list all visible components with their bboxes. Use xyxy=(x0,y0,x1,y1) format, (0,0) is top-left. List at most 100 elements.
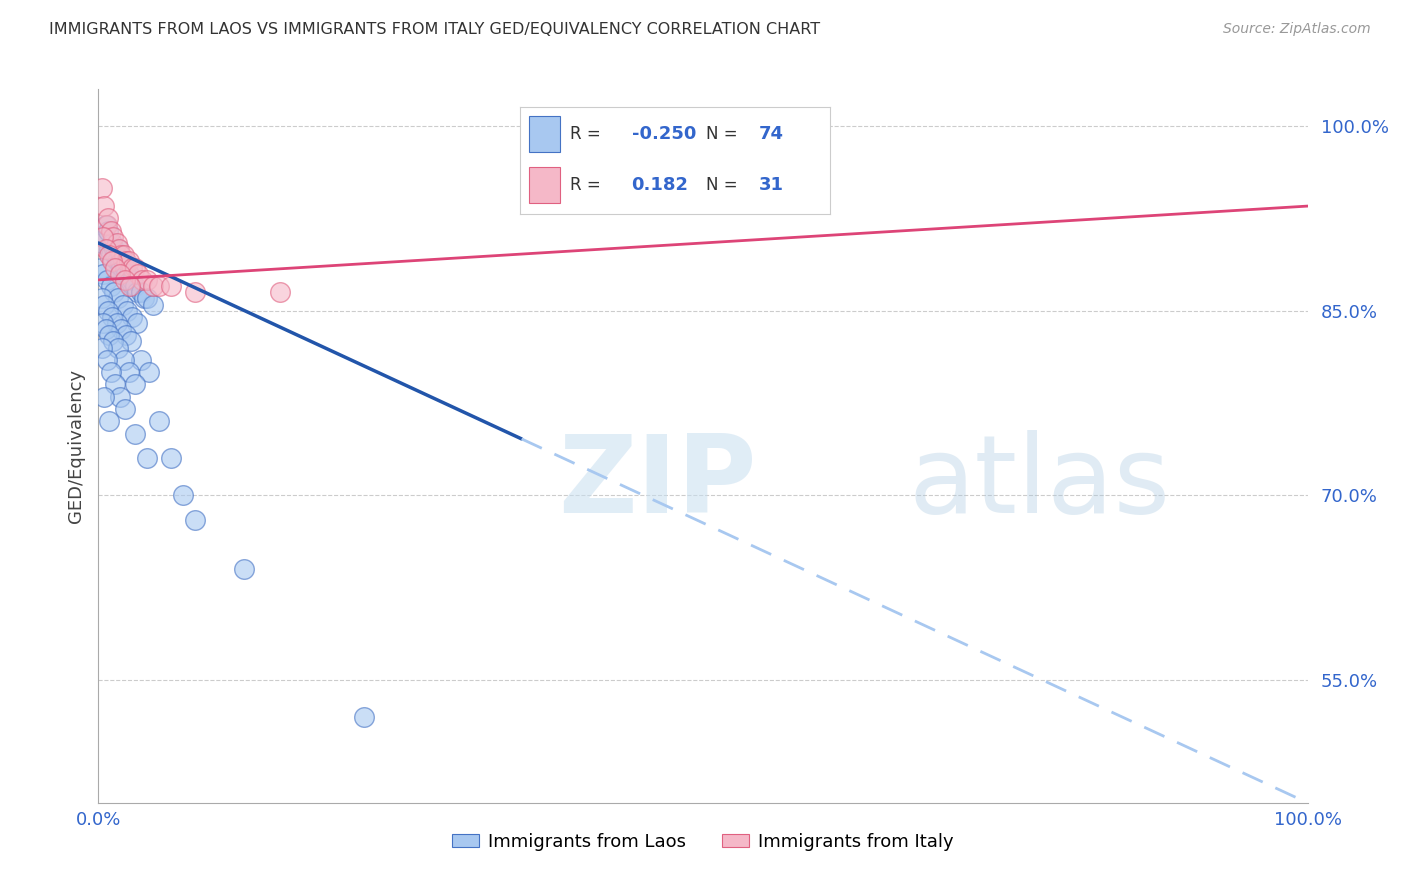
Point xyxy=(232,562,254,576)
Point xyxy=(91,291,114,305)
Point xyxy=(184,285,207,300)
Point xyxy=(96,352,118,367)
Point xyxy=(129,352,152,367)
Point xyxy=(160,279,183,293)
Point xyxy=(98,328,121,343)
Point xyxy=(117,303,139,318)
Point xyxy=(142,297,165,311)
Text: N =: N = xyxy=(706,125,742,143)
Point xyxy=(101,254,124,268)
Point xyxy=(108,242,131,256)
Point xyxy=(127,267,149,281)
Point xyxy=(107,242,129,256)
Point xyxy=(97,303,120,318)
Point xyxy=(172,488,194,502)
Point xyxy=(98,242,121,256)
Point xyxy=(101,230,124,244)
Point xyxy=(115,267,138,281)
Point xyxy=(135,291,157,305)
Point xyxy=(101,334,124,349)
Text: -0.250: -0.250 xyxy=(631,125,696,143)
Point xyxy=(138,365,160,379)
Point xyxy=(118,365,141,379)
Point xyxy=(91,341,114,355)
Point xyxy=(107,341,129,355)
Point xyxy=(114,402,136,417)
Legend: Immigrants from Laos, Immigrants from Italy: Immigrants from Laos, Immigrants from It… xyxy=(444,826,962,858)
Point xyxy=(108,267,131,281)
Point xyxy=(131,273,153,287)
Point xyxy=(100,365,122,379)
Point xyxy=(103,285,125,300)
Point xyxy=(110,260,132,275)
Point xyxy=(115,328,138,343)
Point xyxy=(107,291,129,305)
Text: 31: 31 xyxy=(758,177,783,194)
Point xyxy=(124,426,146,441)
Point xyxy=(115,254,138,268)
Point xyxy=(111,297,134,311)
Text: 0.182: 0.182 xyxy=(631,177,689,194)
Y-axis label: GED/Equivalency: GED/Equivalency xyxy=(66,369,84,523)
Point xyxy=(104,377,127,392)
Point xyxy=(121,310,143,324)
Point xyxy=(353,709,375,723)
Point xyxy=(104,248,127,262)
Point xyxy=(97,211,120,226)
Point xyxy=(571,119,593,133)
Point xyxy=(94,218,117,232)
Point xyxy=(121,273,143,287)
Point xyxy=(114,273,136,287)
Point xyxy=(124,279,146,293)
Point xyxy=(112,248,135,262)
Point xyxy=(100,224,122,238)
Point xyxy=(108,260,131,275)
Point xyxy=(184,513,207,527)
Point xyxy=(135,451,157,466)
Point xyxy=(110,322,132,336)
Point xyxy=(124,260,146,275)
Point xyxy=(100,235,122,250)
Point xyxy=(98,414,121,428)
Point xyxy=(91,267,114,281)
Point xyxy=(134,291,156,305)
Point xyxy=(91,180,114,194)
Point xyxy=(269,285,291,300)
Point xyxy=(118,267,141,281)
Point xyxy=(118,273,141,287)
Point xyxy=(120,279,142,293)
Point xyxy=(108,390,131,404)
Point xyxy=(91,230,114,244)
Point xyxy=(114,260,136,275)
Point xyxy=(94,322,117,336)
Point xyxy=(108,254,131,268)
Point xyxy=(142,279,165,293)
Point xyxy=(91,316,114,330)
Point xyxy=(129,285,152,300)
Point xyxy=(118,279,141,293)
Text: ZIP: ZIP xyxy=(558,430,756,536)
Point xyxy=(93,199,115,213)
Point xyxy=(96,218,118,232)
Text: atlas: atlas xyxy=(908,430,1171,536)
Point xyxy=(127,316,149,330)
Point xyxy=(112,352,135,367)
Point xyxy=(121,260,143,275)
Point xyxy=(100,254,122,268)
Point xyxy=(118,254,141,268)
Point xyxy=(104,260,127,275)
Bar xyxy=(530,167,561,203)
Point xyxy=(93,297,115,311)
Point xyxy=(160,451,183,466)
Point xyxy=(93,230,115,244)
Point xyxy=(105,254,128,268)
Text: R =: R = xyxy=(569,125,606,143)
Point xyxy=(110,248,132,262)
Point xyxy=(96,273,118,287)
Text: 74: 74 xyxy=(758,125,783,143)
Point xyxy=(117,273,139,287)
Point xyxy=(97,224,120,238)
Point xyxy=(105,316,128,330)
Text: Source: ZipAtlas.com: Source: ZipAtlas.com xyxy=(1223,22,1371,37)
Point xyxy=(127,285,149,300)
